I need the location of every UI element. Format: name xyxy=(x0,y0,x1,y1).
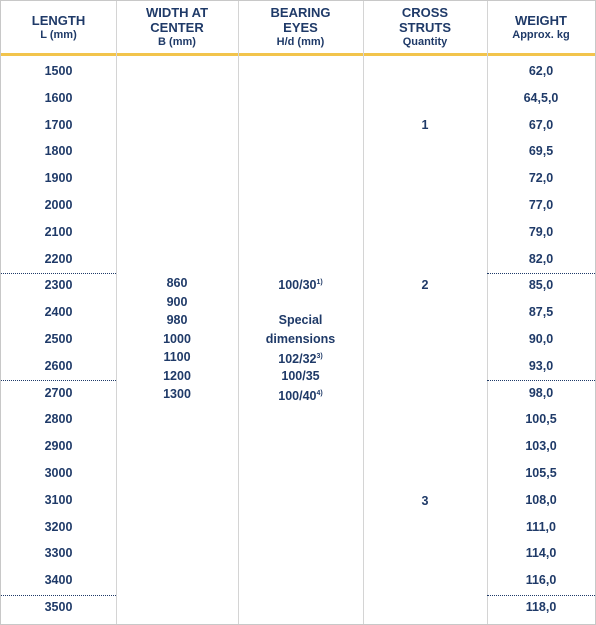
length-cell: 3200 xyxy=(44,519,73,534)
cross-struts-cell: 2 xyxy=(421,278,429,292)
header-cell: WEIGHT Approx. kg xyxy=(487,1,595,53)
length-cell: 1900 xyxy=(44,171,73,186)
bearing-text: Special xyxy=(278,313,323,327)
width-cell: 900 xyxy=(166,295,188,309)
footnote-ref: 4) xyxy=(316,390,323,397)
weight-cell: 77,0 xyxy=(528,198,554,212)
width-cell: 1100 xyxy=(163,350,191,364)
weight-cell: 90,0 xyxy=(528,332,554,346)
weight-cell: 100,5 xyxy=(525,412,557,427)
header-cell: BEARING EYES H/d (mm) xyxy=(238,1,363,53)
group-separator xyxy=(1,594,116,596)
length-cell: 3100 xyxy=(44,492,73,507)
bearing-cell: 102/323) xyxy=(238,349,363,367)
header-cell: CROSS STRUTS Quantity xyxy=(363,1,487,53)
bearing-cell: 100/35 xyxy=(238,368,363,384)
header-title: WIDTH AT CENTER xyxy=(145,5,209,35)
column-divider xyxy=(363,1,364,624)
weight-cell: 72,0 xyxy=(528,171,554,186)
bearing-text: 100/30 xyxy=(278,278,317,292)
header-subtitle: Quantity xyxy=(402,36,448,48)
column-divider xyxy=(116,1,117,624)
weight-cell: 114,0 xyxy=(525,546,557,561)
length-cell: 1800 xyxy=(44,144,73,159)
length-cell: 2700 xyxy=(44,385,73,400)
header-cell: WIDTH AT CENTER B (mm) xyxy=(116,1,238,53)
bearing-cell: dimensions xyxy=(238,331,363,347)
weight-cell: 116,0 xyxy=(525,573,557,588)
header-subtitle: L (mm) xyxy=(40,28,77,41)
width-cell: 1300 xyxy=(163,387,191,401)
length-cell: 2500 xyxy=(44,332,73,346)
bearing-text: 102/32 xyxy=(278,352,317,366)
header-subtitle: H/d (mm) xyxy=(276,36,325,48)
cross-struts-cell: 3 xyxy=(421,494,429,508)
length-cell: 3500 xyxy=(44,600,73,614)
length-cell: 2800 xyxy=(44,412,73,427)
length-cell: 2100 xyxy=(44,224,73,239)
bearing-text: 100/40 xyxy=(278,389,317,403)
header-title: WEIGHT xyxy=(515,12,567,28)
length-cell: 2900 xyxy=(44,439,73,454)
column-divider xyxy=(487,1,488,624)
weight-cell: 69,5 xyxy=(528,144,554,159)
weight-cell: 111,0 xyxy=(526,519,556,534)
bearing-cell: Special xyxy=(238,312,363,328)
cross-struts-cell: 1 xyxy=(421,118,429,132)
weight-cell: 85,0 xyxy=(528,278,554,293)
header-subtitle: Approx. kg xyxy=(512,28,570,41)
weight-cell: 118,0 xyxy=(525,600,557,614)
weight-cell: 108,0 xyxy=(525,492,557,507)
weight-cell: 82,0 xyxy=(528,251,554,266)
length-cell: 2300 xyxy=(44,278,73,293)
width-cell: 1000 xyxy=(163,332,191,346)
group-separator xyxy=(1,380,116,382)
header-title: BEARING EYES xyxy=(270,5,331,35)
length-cell: 3000 xyxy=(44,466,73,480)
length-cell: 2600 xyxy=(44,358,73,373)
length-cell: 1600 xyxy=(44,90,73,105)
weight-cell: 103,0 xyxy=(525,439,557,454)
group-separator xyxy=(1,273,116,274)
length-cell: 2400 xyxy=(44,305,73,320)
weight-cell: 87,5 xyxy=(528,305,554,320)
weight-cell: 79,0 xyxy=(528,224,554,239)
length-cell: 2000 xyxy=(44,198,73,212)
header-rule xyxy=(1,53,595,56)
weight-cell: 93,0 xyxy=(528,358,554,373)
length-cell: 1500 xyxy=(44,64,73,78)
column-divider xyxy=(238,1,239,624)
header-cell: LENGTH L (mm) xyxy=(1,1,116,53)
group-separator xyxy=(487,594,595,596)
bearing-cell: 100/301) xyxy=(238,275,363,293)
footnote-ref: 3) xyxy=(316,353,323,360)
weight-cell: 62,0 xyxy=(528,64,554,78)
bearing-text: 100/35 xyxy=(281,369,320,383)
header-subtitle: B (mm) xyxy=(158,36,196,48)
length-cell: 3300 xyxy=(44,546,73,561)
length-cell: 3400 xyxy=(44,573,73,588)
weight-cell: 67,0 xyxy=(528,117,554,132)
header-title: LENGTH xyxy=(31,12,86,28)
length-cell: 2200 xyxy=(44,251,73,266)
width-cell: 980 xyxy=(166,313,188,327)
weight-cell: 105,5 xyxy=(525,466,557,480)
footnote-ref: 1) xyxy=(316,279,323,286)
weight-cell: 64,5,0 xyxy=(523,90,559,105)
bearing-text: dimensions xyxy=(265,332,336,346)
width-cell: 1200 xyxy=(163,369,191,383)
group-separator xyxy=(487,380,595,382)
length-cell: 1700 xyxy=(44,117,73,132)
group-separator xyxy=(487,273,595,274)
header-title: CROSS STRUTS xyxy=(399,5,451,35)
bearing-cell: 100/404) xyxy=(238,386,363,404)
weight-cell: 98,0 xyxy=(528,385,554,400)
width-cell: 860 xyxy=(166,276,188,290)
